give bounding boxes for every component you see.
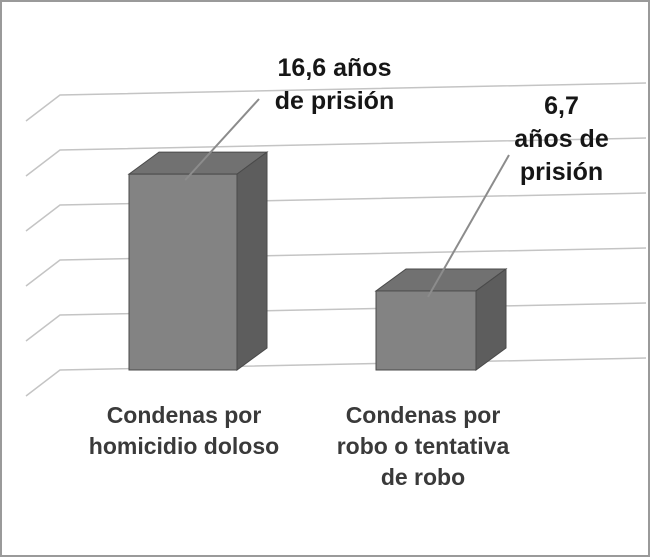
category-text-line: Condenas por bbox=[106, 402, 262, 428]
category-label-homicidio: Condenas por homicidio doloso bbox=[70, 400, 298, 462]
gridline bbox=[25, 357, 647, 397]
bar-2-front-face bbox=[375, 290, 477, 371]
callout-line-2 bbox=[427, 154, 510, 298]
annotation-text-line: prisión bbox=[519, 158, 604, 186]
annotation-text-line: 16,6 años bbox=[277, 54, 392, 82]
bar-1-front-face bbox=[128, 173, 238, 371]
annotation-homicidio: 16,6 años de prisión bbox=[227, 52, 442, 118]
category-label-robo: Condenas por robo o tentativa de robo bbox=[308, 400, 538, 493]
category-text-line: Condenas por bbox=[345, 402, 501, 428]
category-text-line: homicidio doloso bbox=[88, 433, 280, 459]
gridline bbox=[25, 302, 647, 342]
category-text-line: robo o tentativa bbox=[336, 433, 510, 459]
bar-1-side-face bbox=[236, 151, 268, 371]
annotation-text-line: de prisión bbox=[274, 87, 395, 115]
annotation-robo: 6,7 años de prisión bbox=[494, 90, 629, 189]
callout-line-1 bbox=[184, 98, 260, 181]
gridline bbox=[25, 192, 647, 232]
annotation-text-line: años de bbox=[514, 125, 609, 153]
gridline bbox=[25, 247, 647, 287]
gridline bbox=[25, 82, 647, 122]
annotation-text-line: 6,7 bbox=[544, 92, 579, 120]
gridline bbox=[25, 137, 647, 177]
category-text-line: de robo bbox=[380, 464, 466, 490]
